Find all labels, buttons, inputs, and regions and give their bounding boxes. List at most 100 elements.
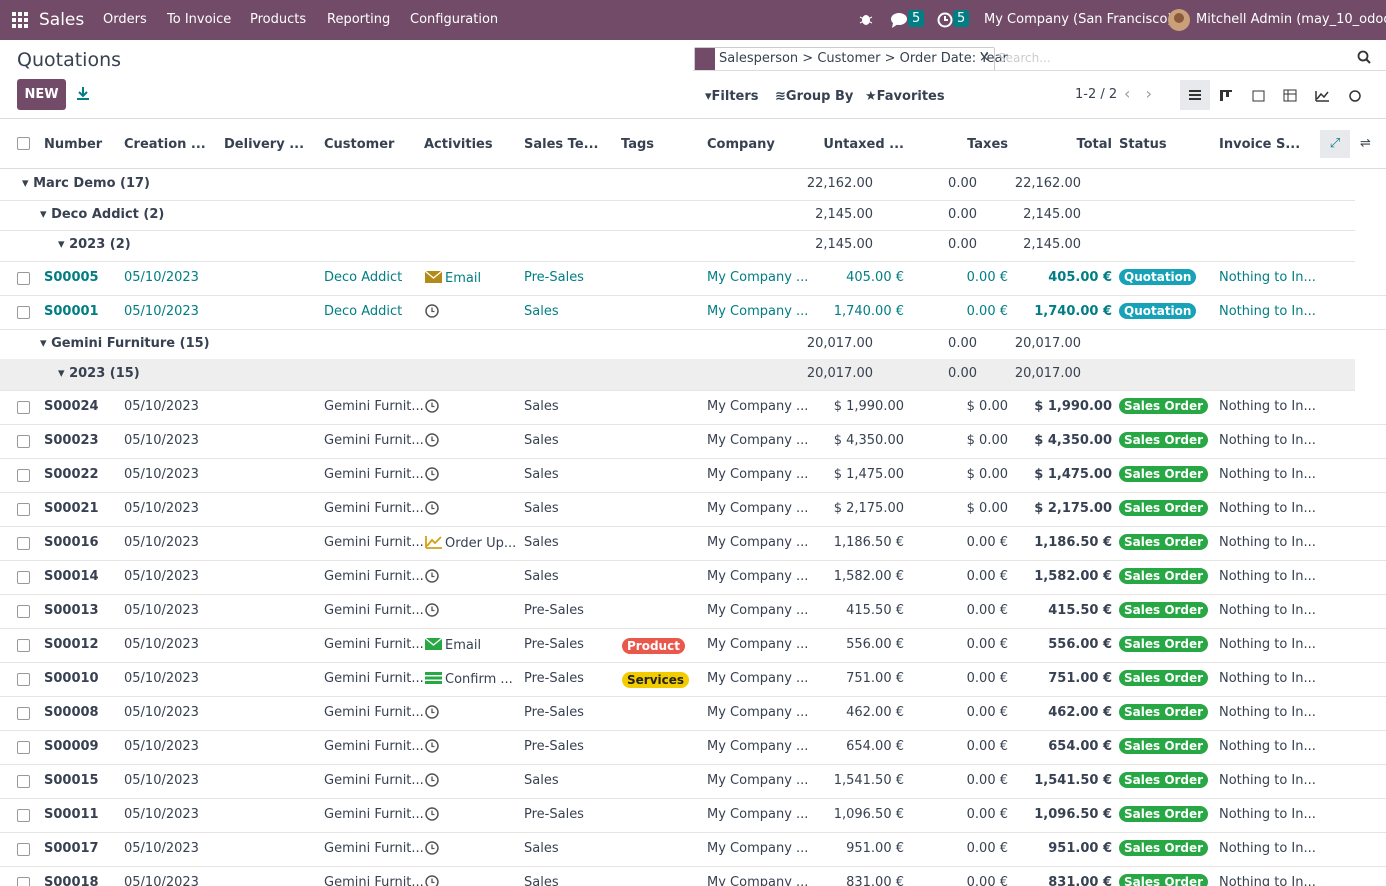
activity-icon[interactable] [425,398,443,413]
column-header[interactable]: Untaxed ... [823,137,904,152]
activity[interactable]: Email [424,636,482,653]
row-checkbox[interactable] [17,808,30,822]
pager[interactable]: 1-2 / 2 [1075,87,1118,102]
activity-icon[interactable] [424,269,443,284]
order-number[interactable]: S00001 [44,303,99,319]
record-row[interactable]: S00012 05/10/2023 Gemini Furnit... Email Pre… [0,628,1386,663]
activity-icon[interactable] [424,636,443,651]
column-header[interactable]: Customer [324,137,395,152]
user-avatar[interactable] [1168,9,1190,31]
column-header[interactable]: Number [44,137,103,152]
activity-icon[interactable] [425,602,443,617]
order-number[interactable]: S00009 [44,738,99,754]
order-number[interactable]: S00005 [44,269,99,285]
order-number[interactable]: S00016 [44,534,99,550]
menu-item[interactable]: Reporting [327,12,391,27]
messages-icon[interactable] [890,12,908,28]
row-checkbox[interactable] [17,672,30,686]
row-checkbox[interactable] [17,400,30,414]
activity[interactable] [425,874,445,886]
activity-summary[interactable]: Email [445,270,482,286]
activity[interactable] [425,398,445,415]
activity[interactable] [425,806,445,823]
view-switcher[interactable] [1187,89,1367,103]
column-header[interactable]: Tags [621,137,655,152]
filters-button[interactable]: ▾Filters [705,89,759,104]
activity-icon[interactable] [425,466,443,481]
row-checkbox[interactable] [17,434,30,448]
favorites-button[interactable]: ★Favorites [865,89,945,104]
record-row[interactable]: S00009 05/10/2023 Gemini Furnit... Pre-Sale… [0,730,1386,765]
tag[interactable]: Product [622,637,685,654]
activity[interactable] [425,704,445,721]
row-checkbox[interactable] [17,604,30,618]
search-input[interactable]: Search... [998,51,1051,65]
activity-summary[interactable]: Order Up... [445,535,517,551]
record-row[interactable]: S00023 05/10/2023 Gemini Furnit... Sales My … [0,424,1386,459]
apps-menu[interactable] [12,12,28,28]
activity[interactable] [425,772,445,789]
row-checkbox[interactable] [17,468,30,482]
row-checkbox[interactable] [17,740,30,754]
activities-icon[interactable] [937,12,953,28]
group-label[interactable]: ▾ Gemini Furniture (15) [40,335,210,351]
row-checkbox[interactable] [17,305,30,319]
order-number[interactable]: S00018 [44,874,99,886]
order-number[interactable]: S00010 [44,670,99,686]
activity[interactable] [425,500,445,517]
activity-icon[interactable] [425,500,443,515]
group-label[interactable]: ▾ Deco Addict (2) [40,206,165,222]
activity[interactable] [425,466,445,483]
column-header[interactable]: Invoice S... [1219,137,1301,152]
record-row[interactable]: S00010 05/10/2023 Gemini Furnit... Confirm … [0,662,1386,697]
activity-summary[interactable]: Confirm ... [445,671,513,687]
activity-icon[interactable] [425,874,443,886]
order-number[interactable]: S00017 [44,840,99,856]
activity-icon[interactable] [425,303,443,318]
group-label[interactable]: ▾ 2023 (15) [58,366,140,381]
activity-icon[interactable] [425,432,443,447]
activity-icon[interactable] [425,704,443,719]
record-row[interactable]: S00001 05/10/2023 Deco Addict Sales My Compa… [0,295,1386,330]
activity[interactable]: Confirm ... [425,671,513,687]
record-row[interactable]: S00005 05/10/2023 Deco Addict Email Pre-Sale… [0,261,1386,296]
activity-icon[interactable] [425,840,443,855]
activity[interactable]: Email [424,269,482,286]
record-row[interactable]: S00008 05/10/2023 Gemini Furnit... Pre-Sale… [0,696,1386,731]
company-switcher[interactable]: My Company (San Francisco) [984,12,1173,27]
column-header[interactable]: Taxes [967,137,1008,152]
user-menu[interactable]: Mitchell Admin (may_10_odoo) [1196,12,1386,27]
activity-icon[interactable] [425,671,443,685]
activity[interactable] [425,432,445,449]
new-button[interactable]: NEW [17,79,66,110]
expand-button[interactable]: ⤢ [1320,130,1350,158]
activity[interactable]: Order Up... [425,535,516,551]
activity-summary[interactable]: Email [445,637,482,653]
menu-item[interactable]: To Invoice [167,12,232,27]
record-row[interactable]: S00018 05/10/2023 Gemini Furnit... Sales My … [0,866,1386,886]
row-checkbox[interactable] [17,502,30,516]
pager-prev[interactable]: ‹ › [1124,84,1153,103]
record-row[interactable]: S00016 05/10/2023 Gemini Furnit... Order Up… [0,526,1386,561]
activity[interactable] [425,840,445,857]
group-label[interactable]: ▾ 2023 (2) [58,237,131,252]
record-row[interactable]: S00022 05/10/2023 Gemini Furnit... Sales My … [0,458,1386,493]
tag[interactable]: Services [622,671,690,688]
group-row[interactable]: ▾ Deco Addict (2) 2,145.00 0.00 2,145.00 [0,200,1355,231]
record-row[interactable]: S00013 05/10/2023 Gemini Furnit... Pre-Sale… [0,594,1386,629]
group-label[interactable]: ▾ Marc Demo (17) [22,176,150,191]
order-number[interactable]: S00021 [44,500,99,516]
row-checkbox[interactable] [17,774,30,788]
order-number[interactable]: S00022 [44,466,99,482]
activity[interactable] [425,303,445,320]
order-number[interactable]: S00008 [44,704,99,720]
search-icon[interactable] [1357,50,1371,64]
group-row[interactable]: ▾ 2023 (15) 20,017.00 0.00 20,017.00 [0,359,1355,391]
app-name[interactable]: Sales [39,10,85,30]
row-checkbox[interactable] [17,536,30,550]
facet-remove[interactable]: × [979,50,990,65]
order-number[interactable]: S00012 [44,636,99,652]
activity[interactable] [425,738,445,755]
order-number[interactable]: S00014 [44,568,99,584]
record-row[interactable]: S00024 05/10/2023 Gemini Furnit... Sales My … [0,390,1386,425]
